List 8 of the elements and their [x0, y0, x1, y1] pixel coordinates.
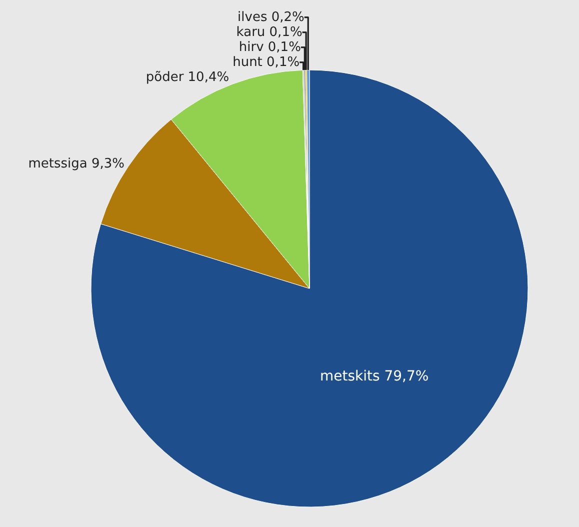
slice-label: põder 10,4%	[146, 70, 230, 85]
slice-label: karu 0,1%	[236, 24, 302, 40]
slice-label: metskits 79,7%	[320, 368, 429, 384]
slice-label: hirv 0,1%	[238, 40, 301, 55]
slice-label: hunt 0,1%	[232, 54, 300, 70]
pie-slice	[90, 70, 528, 507]
slice-label: metssiga 9,3%	[28, 156, 125, 172]
slice-label: ilves 0,2%	[238, 10, 304, 25]
